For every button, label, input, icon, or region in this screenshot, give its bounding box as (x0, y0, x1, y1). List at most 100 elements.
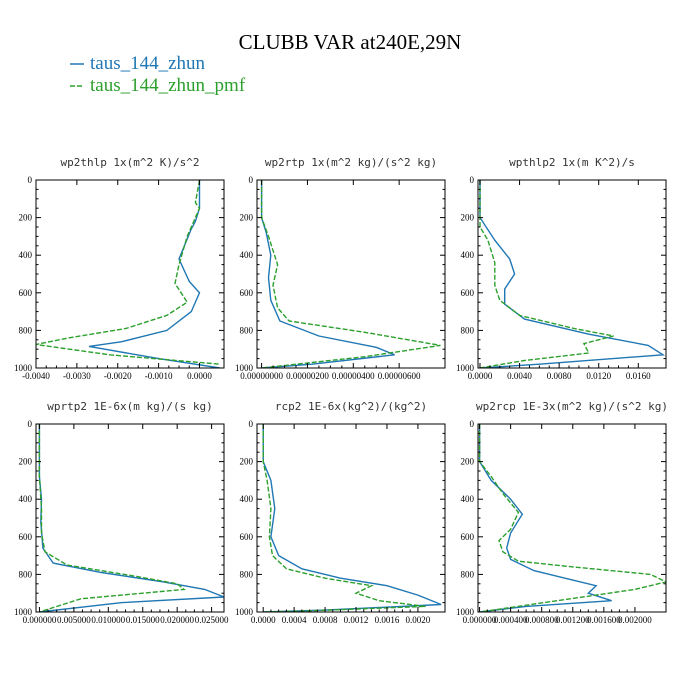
x-tick-label: 0.000000 (23, 615, 57, 625)
y-tick-label: 0 (249, 419, 254, 429)
x-tick-label: 0.0120 (586, 371, 611, 381)
series-line-0 (38, 424, 224, 612)
x-tick-label: 0.0008 (313, 615, 338, 625)
x-tick-label: 0.000400 (494, 615, 528, 625)
x-tick-label: 0.0000 (251, 615, 276, 625)
panel-frame (256, 423, 446, 613)
panel-1: wp2rtp 1x(m^2 kg)/(s^2 kg) 0 200 400 600 800 1… (235, 156, 446, 381)
x-tick-label: 0.010000 (91, 615, 125, 625)
x-tick-label: -0.0020 (104, 371, 132, 381)
x-tick-label: 0.0000 (468, 371, 493, 381)
panel-frame (256, 179, 446, 369)
y-tick-label: 0 (28, 175, 33, 185)
y-tick-label: 0 (249, 175, 254, 185)
panel-title: wp2thlp 1x(m^2 K)/s^2 (60, 156, 199, 169)
panel-frame (477, 423, 667, 613)
panel-frame (35, 423, 225, 613)
panel-4: rcp2 1E-6x(kg^2)/(kg^2) 0 200 400 600 800 1000… (235, 400, 446, 625)
x-tick-label: 0.0004 (282, 615, 307, 625)
x-tick-label: 0.000800 (525, 615, 559, 625)
series-line-1 (478, 424, 666, 612)
y-tick-label: 600 (461, 532, 475, 542)
x-tick-label: 0.00000600 (378, 371, 421, 381)
x-tick-label: 0.0000 (187, 371, 212, 381)
x-tick-label: 0.001600 (587, 615, 621, 625)
x-tick-label: 0.0040 (507, 371, 532, 381)
panel-3: wprtp2 1E-6x(m kg)/(s kg) 0 200 400 600 800 10… (14, 400, 229, 625)
series-line-1 (479, 180, 614, 368)
y-tick-label: 600 (19, 532, 33, 542)
panel-2: wpthlp2 1x(m K^2)/s020040060080010000.00… (456, 156, 667, 381)
x-tick-label: 0.002000 (618, 615, 652, 625)
y-tick-label: 200 (461, 213, 475, 223)
series-line-1 (262, 424, 426, 612)
y-tick-label: 800 (19, 569, 33, 579)
x-tick-label: 0.00000000 (240, 371, 283, 381)
x-tick-label: 0.005000 (57, 615, 91, 625)
x-tick-label: 0.00000400 (332, 371, 375, 381)
panel-0: wp2thlp 1x(m^2 K)/s^202004006008001000-0… (14, 156, 225, 381)
series-line-0 (479, 180, 666, 368)
series-line-0 (88, 180, 221, 368)
y-tick-label: 400 (240, 250, 254, 260)
series-line-0 (478, 424, 612, 612)
y-tick-label: 800 (461, 569, 475, 579)
panel-title: rcp2 1E-6x(kg^2)/(kg^2) (275, 400, 427, 413)
y-tick-label: 400 (19, 494, 33, 504)
x-tick-label: 0.020000 (160, 615, 194, 625)
x-tick-label: 0.000000 (463, 615, 497, 625)
panel-5: wp2rcp 1E-3x(m^2 kg)/(s^2 kg)0 200 400 600 8… (456, 400, 668, 625)
x-tick-label: 0.0016 (375, 615, 400, 625)
y-tick-label: 1000 (235, 607, 254, 617)
x-tick-label: 0.025000 (195, 615, 229, 625)
legend-label-0: taus_144_zhun (90, 53, 206, 74)
y-tick-label: 200 (240, 213, 254, 223)
panel-frame (477, 179, 667, 369)
y-tick-label: 800 (19, 325, 33, 335)
y-tick-label: 600 (240, 288, 254, 298)
y-tick-label: 200 (461, 457, 475, 467)
y-tick-label: 800 (461, 325, 475, 335)
y-tick-label: 600 (240, 532, 254, 542)
y-tick-label: 800 (240, 325, 254, 335)
y-tick-label: 1000 (456, 607, 475, 617)
y-tick-label: 200 (19, 213, 33, 223)
panel-title: wp2rcp 1E-3x(m^2 kg)/(s^2 kg) (476, 400, 668, 413)
figure-title: CLUBB VAR at240E,29N (239, 30, 462, 54)
y-tick-label: 0 (470, 419, 475, 429)
series-line-0 (260, 180, 395, 368)
x-tick-label: 0.001200 (556, 615, 590, 625)
y-tick-label: 400 (461, 250, 475, 260)
x-tick-label: -0.0010 (145, 371, 173, 381)
x-tick-label: 0.00000200 (286, 371, 329, 381)
panel-title: wpthlp2 1x(m K^2)/s (509, 156, 635, 169)
y-tick-label: 1000 (235, 363, 254, 373)
panel-title: wprtp2 1E-6x(m kg)/(s kg) (47, 400, 213, 413)
chart-panels: wp2thlp 1x(m^2 K)/s^202004006008001000-0… (14, 156, 668, 625)
y-tick-label: 1000 (456, 363, 475, 373)
y-tick-label: 200 (19, 457, 33, 467)
series-line-0 (262, 424, 442, 612)
y-tick-label: 600 (19, 288, 33, 298)
x-tick-label: 0.015000 (126, 615, 160, 625)
y-tick-label: 400 (240, 494, 254, 504)
y-tick-label: 0 (470, 175, 475, 185)
legend-label-1: taus_144_zhun_pmf (90, 75, 246, 96)
y-tick-label: 1000 (14, 363, 33, 373)
panel-title: wp2rtp 1x(m^2 kg)/(s^2 kg) (265, 156, 437, 169)
series-line-1 (38, 424, 186, 612)
x-tick-label: -0.0040 (22, 371, 50, 381)
x-tick-label: 0.0020 (406, 615, 431, 625)
y-tick-label: 400 (19, 250, 33, 260)
x-tick-label: 0.0080 (547, 371, 572, 381)
x-tick-label: 0.0160 (626, 371, 651, 381)
y-tick-label: 800 (240, 569, 254, 579)
series-line-1 (260, 180, 441, 368)
y-tick-label: 1000 (14, 607, 33, 617)
y-tick-label: 200 (240, 457, 254, 467)
x-tick-label: -0.0030 (63, 371, 91, 381)
y-tick-label: 0 (28, 419, 33, 429)
x-tick-label: 0.0012 (344, 615, 369, 625)
series-line-1 (36, 180, 220, 365)
